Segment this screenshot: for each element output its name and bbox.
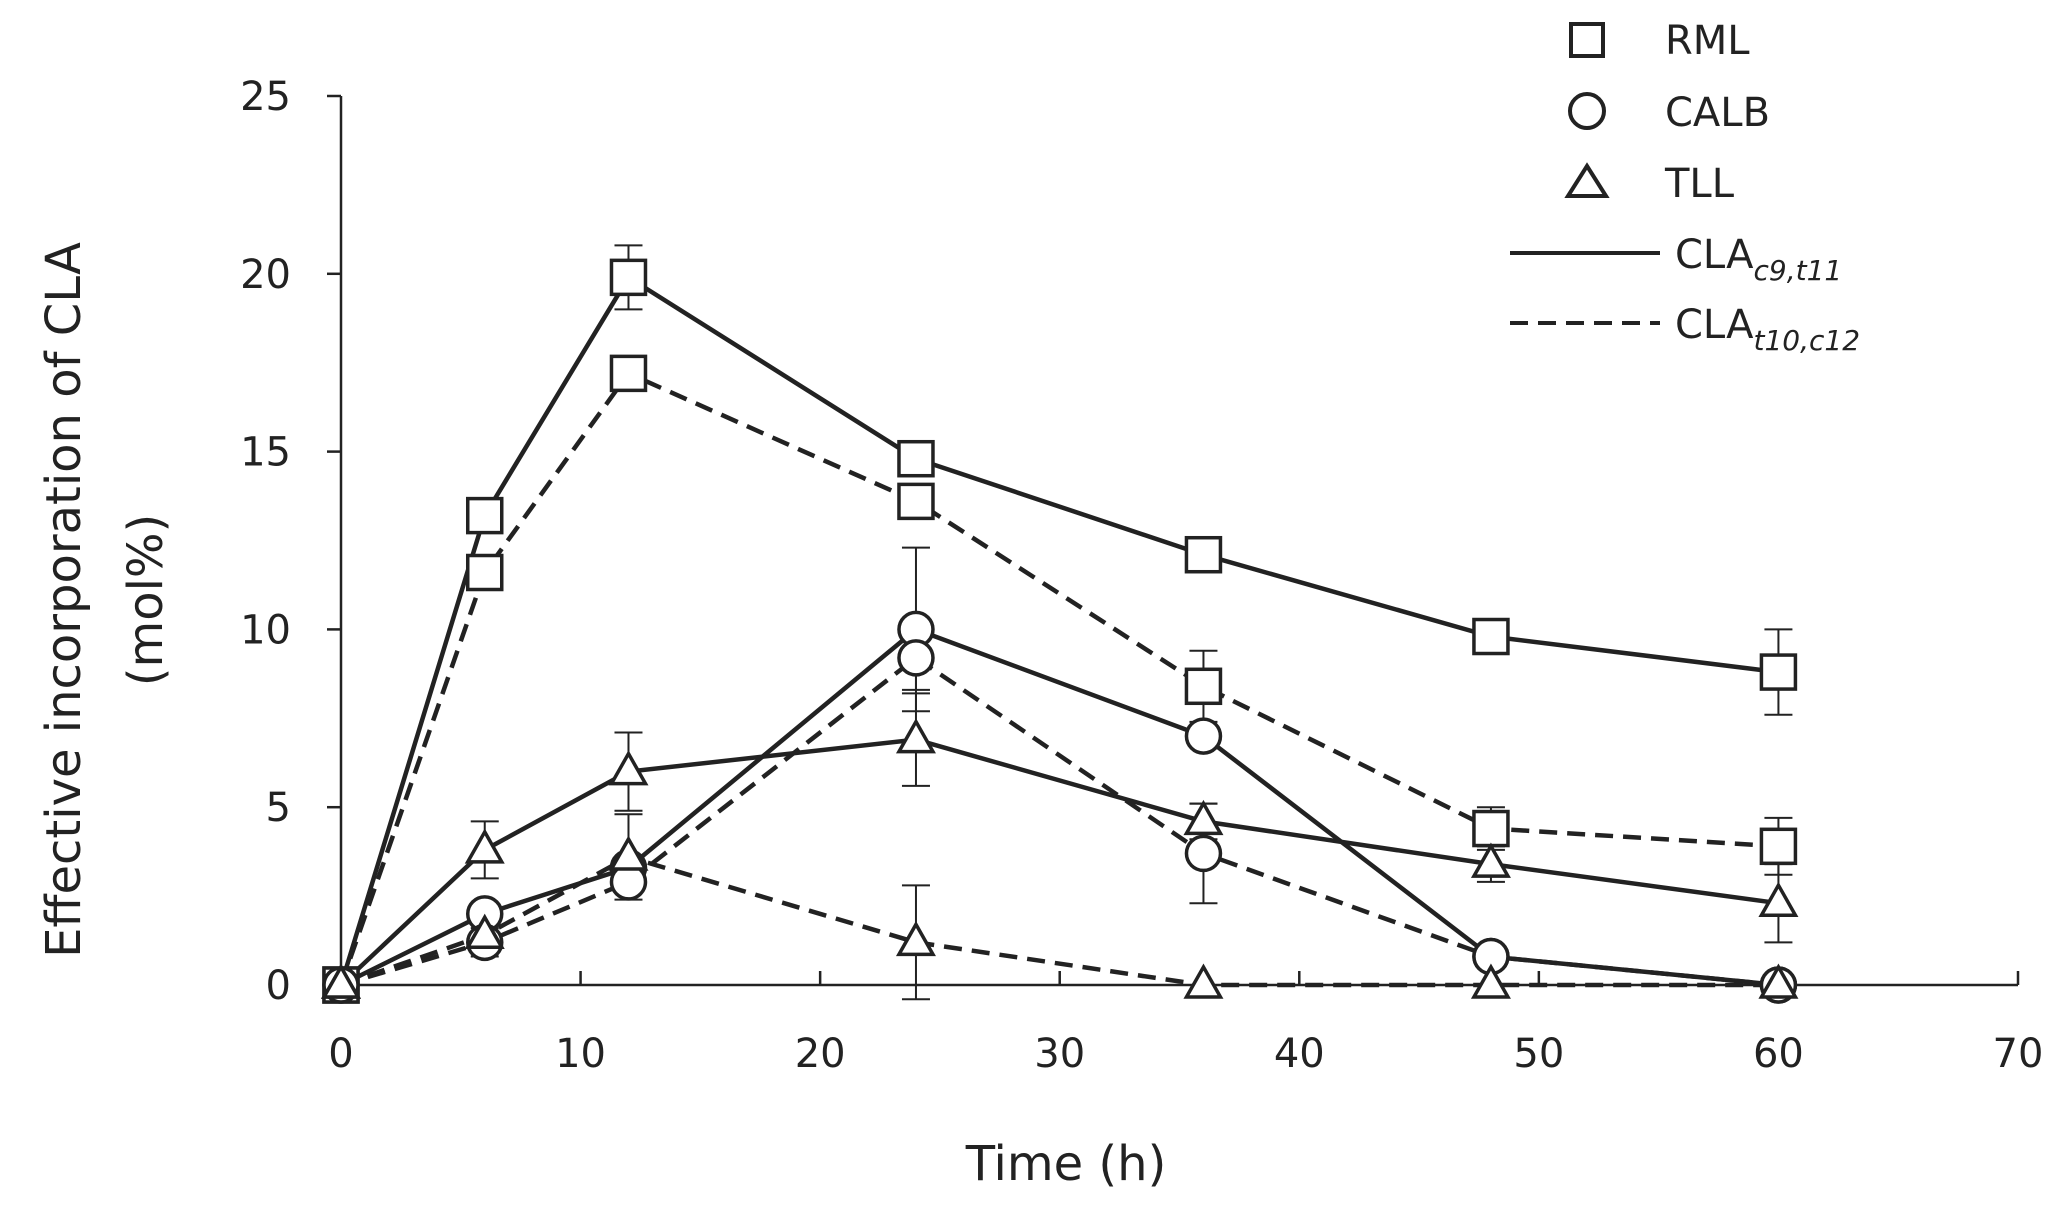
data-point-square [1184, 535, 1223, 574]
data-point-triangle [464, 828, 505, 864]
legend-marker-triangle [1564, 162, 1610, 198]
series-line-calb-clat10-c12 [340, 655, 1779, 988]
data-point-square [1472, 617, 1510, 656]
x-axis-title: Time (h) [965, 1136, 1167, 1192]
data-point-square [609, 258, 648, 297]
x-tick-label: 60 [1753, 1031, 1804, 1077]
legend-marker-square [1569, 22, 1605, 58]
x-tick-label: 20 [795, 1031, 846, 1077]
data-point-triangle [1470, 842, 1511, 878]
series-line-tll-clac9-t11 [339, 737, 1779, 987]
data-point-triangle [608, 750, 649, 786]
legend-label-calb: CALB [1665, 90, 1770, 136]
error-bars [470, 244, 1793, 1001]
x-tick-label: 40 [1274, 1031, 1325, 1077]
y-axis-title-line1: Effective incorporation of CLA [36, 242, 92, 958]
data-point-square [1472, 809, 1510, 848]
x-tick-label: 10 [555, 1031, 606, 1077]
data-point-triangle [1758, 963, 1799, 999]
legend-label-solid-sub: c9,t11 [1754, 254, 1843, 287]
data-point-triangle [1183, 963, 1224, 999]
legend-label-tll: TLL [1664, 161, 1735, 207]
data-point-triangle [895, 718, 936, 754]
data-point-triangle [1758, 881, 1799, 917]
data-point-triangle [464, 913, 505, 949]
axes: 0 5 10 15 20 25 0 10 20 30 40 50 60 70 [240, 74, 2043, 1077]
data-point-square [465, 553, 504, 592]
series-line-calb-clac9-t11 [340, 627, 1779, 988]
data-markers [320, 258, 1799, 1004]
series-line-rml-clat10-c12 [338, 371, 1779, 986]
series-lines [338, 275, 1779, 988]
data-point-square [897, 439, 935, 478]
y-tick-label: 0 [266, 963, 291, 1009]
data-point-square [1759, 653, 1798, 691]
data-point-triangle [608, 835, 649, 871]
data-point-triangle [1183, 799, 1224, 836]
y-tick-label: 15 [240, 430, 291, 476]
y-tick-label: 5 [266, 785, 291, 831]
y-tick-label: 25 [240, 74, 291, 120]
legend: RML CALB TLL CLAc9,t11 CLAt10,c12 [1510, 18, 1860, 357]
legend-label-solid: CLAc9,t11 [1675, 232, 1842, 287]
legend-label-dashed-main: CLA [1675, 302, 1754, 348]
data-point-circle [1184, 717, 1223, 755]
data-point-square [1184, 667, 1223, 706]
x-tick-label: 30 [1034, 1031, 1085, 1077]
data-point-square [1759, 827, 1798, 866]
data-point-triangle [895, 920, 936, 957]
legend-label-rml: RML [1665, 18, 1750, 64]
x-tick-label: 0 [328, 1031, 353, 1077]
legend-label-dashed: CLAt10,c12 [1675, 302, 1860, 357]
y-tick-label: 20 [240, 252, 291, 298]
series-line-rml-clac9-t11 [338, 275, 1779, 986]
data-point-triangle [320, 963, 362, 999]
data-point-square [897, 482, 935, 521]
data-point-square [465, 496, 504, 535]
legend-label-dashed-sub: t10,c12 [1754, 324, 1861, 357]
data-point-square [609, 354, 648, 393]
x-tick-label: 50 [1513, 1031, 1564, 1077]
y-tick-label: 10 [240, 607, 291, 653]
y-axis-title-line2: (mol%) [118, 514, 174, 687]
legend-label-solid-main: CLA [1675, 232, 1754, 278]
legend-marker-circle [1568, 92, 1606, 130]
data-point-triangle [1470, 963, 1511, 999]
data-point-circle [897, 639, 935, 677]
data-point-circle [1184, 834, 1223, 873]
x-tick-label: 70 [1993, 1031, 2044, 1077]
